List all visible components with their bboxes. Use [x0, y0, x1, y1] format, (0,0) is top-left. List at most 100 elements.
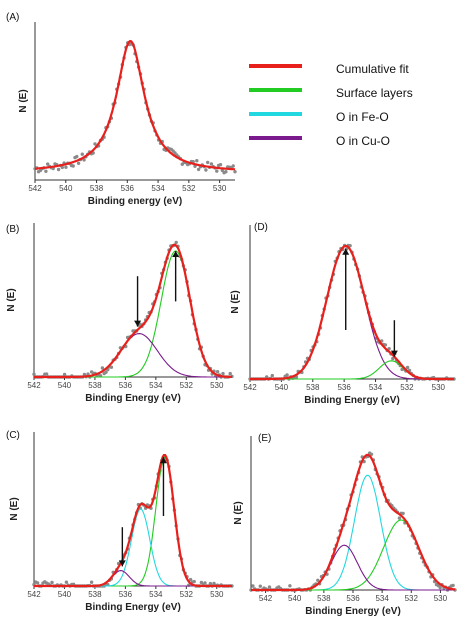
data-point	[285, 373, 289, 377]
x-tick-label: 532	[180, 590, 194, 599]
x-tick-label: 542	[259, 594, 273, 603]
component-curve-feo	[34, 508, 232, 587]
arrow-head	[172, 251, 180, 257]
x-axis-label: Binding Energy (eV)	[85, 602, 181, 613]
data-point	[46, 162, 50, 166]
x-tick-label: 538	[88, 381, 102, 390]
component-curve-cuo	[250, 245, 454, 380]
data-point	[60, 165, 64, 170]
x-tick-label: 540	[59, 184, 73, 193]
x-axis-label: Binding Energy (eV)	[304, 395, 400, 406]
data-point	[174, 240, 178, 245]
data-point	[192, 579, 196, 584]
x-tick-label: 540	[288, 594, 302, 603]
arrow-head	[118, 560, 126, 567]
x-axis-label: Binding Energy (eV)	[85, 393, 181, 404]
data-point	[405, 365, 410, 370]
data-points	[248, 243, 456, 381]
data-point	[215, 169, 219, 173]
component-curve-cuo	[251, 544, 455, 591]
data-point	[221, 371, 225, 376]
data-point	[109, 365, 114, 369]
x-tick-label: 540	[58, 590, 72, 599]
data-point	[288, 584, 292, 588]
component-curve-surface	[250, 360, 454, 380]
data-point	[251, 584, 255, 588]
data-point	[218, 163, 223, 167]
data-point	[215, 370, 220, 374]
x-tick-label: 530	[432, 383, 446, 392]
cumulative-fit-curve	[34, 243, 232, 379]
data-point	[270, 373, 274, 378]
y-axis-label: N (E)	[230, 290, 241, 313]
arrow-head	[342, 248, 350, 255]
data-point	[204, 168, 208, 172]
data-point	[224, 170, 228, 174]
x-tick-label: 542	[27, 381, 41, 390]
panel-label: (A)	[6, 12, 19, 23]
panel-e: (E) 542 540 538 536 534 532 530 Binding Energy (…	[233, 433, 457, 617]
data-point	[209, 162, 214, 166]
data-point	[82, 158, 86, 162]
x-tick-label: 542	[27, 590, 41, 599]
data-point	[104, 370, 108, 374]
x-tick-label: 530	[434, 594, 448, 603]
x-tick-label: 542	[28, 184, 42, 193]
data-point	[233, 170, 237, 174]
cumulative-fit-curve	[251, 453, 456, 592]
data-point	[203, 581, 207, 585]
data-point	[348, 244, 352, 248]
data-point	[258, 584, 262, 588]
data-point	[401, 511, 405, 516]
x-tick-label: 536	[119, 381, 133, 390]
arrow-head	[390, 350, 398, 357]
y-axis-label: N (E)	[6, 288, 17, 311]
x-tick-label: 538	[306, 383, 320, 392]
component-curve-surface	[34, 250, 232, 378]
y-axis-label: N (E)	[9, 497, 20, 520]
data-point	[383, 343, 388, 347]
data-point	[44, 169, 48, 173]
y-axis-label: N (E)	[233, 501, 244, 524]
data-point	[231, 164, 235, 168]
panel-d: (D) 542 540 538 536 534 532 530 Binding Energy (…	[230, 222, 456, 406]
data-point	[35, 581, 40, 585]
legend-label-feo: O in Fe-O	[336, 110, 389, 124]
x-tick-label: 530	[213, 184, 227, 193]
arrow-head	[159, 457, 167, 464]
x-tick-label: 532	[180, 381, 194, 390]
legend-label-surface: Surface layers	[336, 86, 413, 100]
cumulative-fit-curve	[34, 454, 232, 588]
data-point	[267, 585, 272, 589]
y-axis-label: N (E)	[18, 89, 29, 112]
x-tick-label: 540	[275, 383, 289, 392]
x-tick-label: 536	[119, 590, 133, 599]
panel-b: (B) 542 540 538 536 534 532 530 Binding Energy (…	[6, 223, 234, 404]
legend-label-cumulative: Cumulative fit	[336, 62, 409, 76]
panel-c: (C) 542 540 538 536 534 532 530 Binding Energy (…	[6, 430, 234, 613]
data-point	[316, 578, 320, 582]
x-tick-label: 532	[405, 594, 419, 603]
data-point	[32, 372, 36, 376]
data-point	[50, 580, 54, 585]
data-point	[93, 142, 97, 146]
data-point	[75, 154, 79, 159]
x-tick-label: 536	[121, 184, 135, 193]
data-point	[451, 583, 455, 588]
data-point	[228, 371, 232, 376]
legend: Cumulative fit Surface layers O in Fe-O …	[249, 62, 413, 148]
panel-label: (C)	[6, 430, 20, 441]
data-point	[397, 516, 402, 520]
data-point	[80, 152, 85, 156]
data-point	[44, 372, 49, 376]
panel-a: (A) 542 540 538 536 534 532 530 Binding energy (…	[6, 12, 237, 207]
data-point	[64, 580, 69, 584]
data-point	[369, 452, 374, 456]
cumulative-fit-curve	[250, 244, 454, 381]
panel-label: (D)	[254, 222, 268, 233]
x-tick-label: 532	[400, 383, 414, 392]
panel-label: (B)	[6, 224, 19, 235]
x-tick-label: 540	[58, 381, 72, 390]
x-tick-label: 534	[149, 381, 163, 390]
